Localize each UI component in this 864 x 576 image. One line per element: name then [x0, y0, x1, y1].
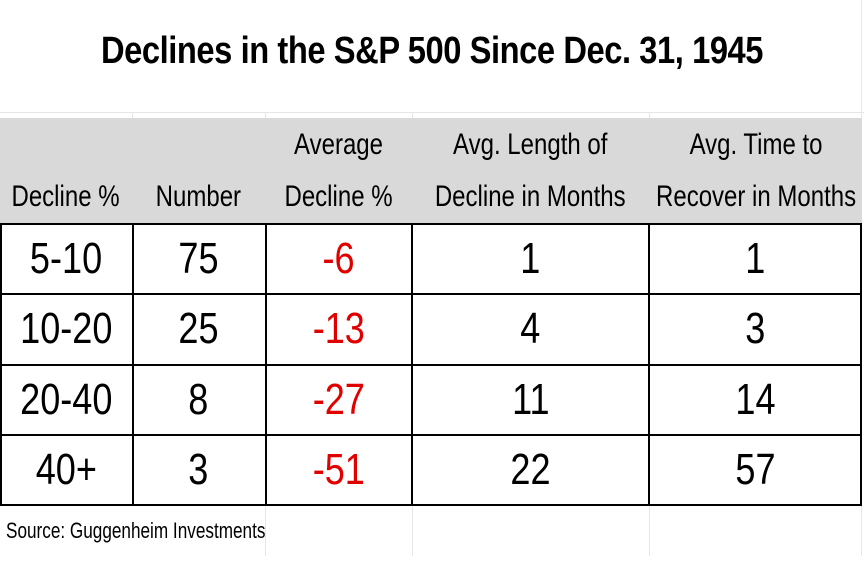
- table-border: [0, 504, 862, 506]
- table-border: [0, 364, 862, 366]
- table-border: [411, 223, 413, 506]
- decline-range-cell: 10-20: [0, 294, 132, 364]
- avg-length-cell: 1: [412, 224, 649, 294]
- header-number: Number: [132, 118, 265, 223]
- sheet-gridline: [132, 112, 133, 118]
- number-cell: 3: [132, 435, 265, 505]
- source-note: Source: Guggenheim Investments: [6, 518, 266, 543]
- avg-recover-cell: 57: [649, 435, 862, 505]
- header-line2: Number: [155, 180, 242, 213]
- table-cell-value: 22: [510, 445, 551, 494]
- sheet-gridline: [0, 112, 864, 113]
- average-decline-cell: -27: [265, 365, 412, 435]
- table-border: [0, 223, 862, 225]
- header-line2: Decline %: [284, 180, 393, 213]
- table-cell-value: 57: [735, 445, 776, 494]
- table-cell-value: 25: [178, 304, 219, 353]
- average-decline-cell: -6: [265, 224, 412, 294]
- header-decline-pct: Decline %: [0, 118, 132, 223]
- table-cell-value: 40+: [35, 445, 97, 494]
- table-cell-value: -6: [322, 234, 355, 283]
- average-decline-cell: -51: [265, 435, 412, 505]
- table-cell-value: 3: [188, 445, 209, 494]
- table-cell-value: 11: [511, 375, 550, 424]
- table-cell-value: 4: [520, 304, 541, 353]
- decline-range-cell: 40+: [0, 435, 132, 505]
- table-cell-value: -13: [312, 304, 365, 353]
- table-cell-value: -27: [312, 375, 365, 424]
- number-cell: 25: [132, 294, 265, 364]
- avg-length-cell: 4: [412, 294, 649, 364]
- decline-range-cell: 20-40: [0, 365, 132, 435]
- sheet-gridline: [412, 506, 413, 556]
- table-cell-value: 3: [745, 304, 766, 353]
- table-cell-value: 1: [520, 234, 541, 283]
- decline-range-cell: 5-10: [0, 224, 132, 294]
- table-cell-value: 10-20: [19, 304, 113, 353]
- avg-recover-cell: 14: [649, 365, 862, 435]
- avg-length-cell: 11: [412, 365, 649, 435]
- table-cell-value: 8: [188, 375, 209, 424]
- average-decline-cell: -13: [265, 294, 412, 364]
- header-line2: Recover in Months: [656, 180, 857, 213]
- header-line2: Decline in Months: [435, 180, 626, 213]
- header-line1: Avg. Time to: [690, 128, 823, 161]
- table-cell-value: 75: [178, 234, 219, 283]
- table-cell-value: 20-40: [19, 375, 113, 424]
- header-avg-length: Avg. Length of Decline in Months: [412, 118, 649, 223]
- header-line1: Avg. Length of: [453, 128, 608, 161]
- table-cell-value: -51: [312, 445, 365, 494]
- header-avg-recover: Avg. Time to Recover in Months: [649, 118, 864, 223]
- header-line1: Average: [294, 128, 383, 161]
- table-cell-value: 1: [745, 234, 766, 283]
- table-border: [0, 434, 862, 436]
- number-cell: 8: [132, 365, 265, 435]
- avg-recover-cell: 1: [649, 224, 862, 294]
- table-border: [132, 223, 134, 506]
- sheet-gridline: [265, 112, 266, 118]
- table-border: [648, 223, 650, 506]
- sheet-gridline: [265, 506, 266, 556]
- avg-length-cell: 22: [412, 435, 649, 505]
- table-title: Declines in the S&P 500 Since Dec. 31, 1…: [100, 30, 764, 72]
- sheet-gridline: [412, 112, 413, 118]
- table-cell-value: 5-10: [29, 234, 103, 283]
- sheet-gridline: [649, 506, 650, 556]
- table-border: [860, 223, 862, 506]
- table-border: [265, 223, 267, 506]
- header-average-decline: Average Decline %: [265, 118, 412, 223]
- number-cell: 75: [132, 224, 265, 294]
- avg-recover-cell: 3: [649, 294, 862, 364]
- table-border: [0, 223, 2, 506]
- table-cell-value: 14: [735, 375, 776, 424]
- header-background: [0, 118, 862, 223]
- table-border: [0, 293, 862, 295]
- header-line2: Decline %: [11, 180, 121, 213]
- sheet-gridline: [649, 112, 650, 118]
